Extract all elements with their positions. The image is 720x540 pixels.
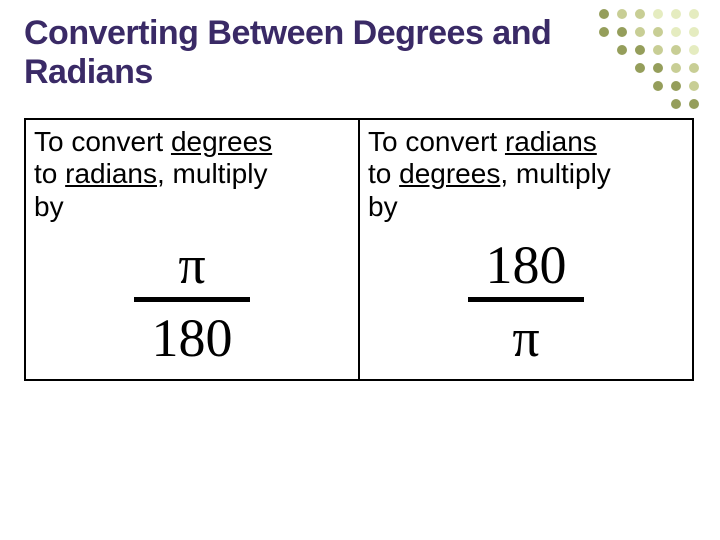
emph: radians [65,158,157,189]
text: To convert [34,126,171,157]
fraction-numerator: 180 [486,237,567,294]
emph: degrees [399,158,500,189]
cell-text-right: To convert radians to degrees, multiply … [368,126,684,223]
slide: Converting Between Degrees and Radians T… [0,0,720,540]
fraction-bar [468,297,584,302]
text: , multiply [157,158,267,189]
fraction-bar [134,297,250,302]
emph: radians [505,126,597,157]
text: to [368,158,399,189]
fraction-numerator: π [178,237,205,294]
fraction-pi-over-180: π 180 [127,237,257,367]
fraction-180-over-pi: 180 π [461,237,591,367]
slide-title: Converting Between Degrees and Radians [24,14,584,92]
fraction-denominator: 180 [152,310,233,367]
emph: degrees [171,126,272,157]
text: , multiply [500,158,610,189]
corner-dots-decoration [594,4,714,124]
text: by [34,191,64,222]
cell-radians-to-degrees: To convert radians to degrees, multiply … [359,119,693,380]
cell-text-left: To convert degrees to radians, multiply … [34,126,350,223]
cell-degrees-to-radians: To convert degrees to radians, multiply … [25,119,359,380]
conversion-table: To convert degrees to radians, multiply … [24,118,694,381]
text: to [34,158,65,189]
text: by [368,191,398,222]
table-row: To convert degrees to radians, multiply … [25,119,693,380]
text: To convert [368,126,505,157]
fraction-denominator: π [512,310,539,367]
